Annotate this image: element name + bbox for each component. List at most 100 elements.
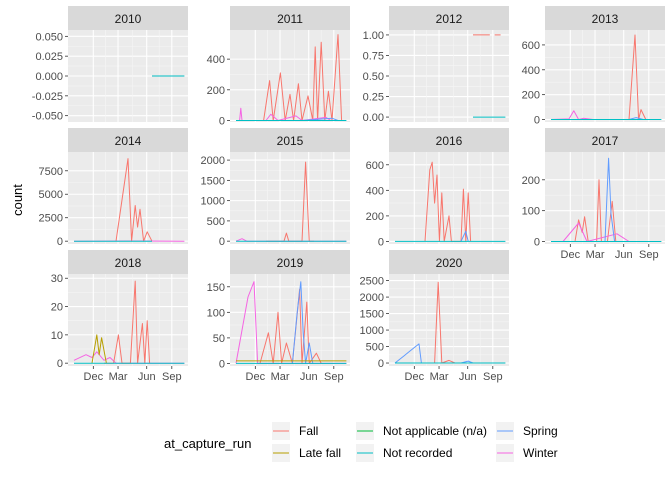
y-tick-label: 0.50 xyxy=(363,71,384,83)
facet-panel-2016: 2016 600 400 200 0 xyxy=(366,128,509,248)
x-tick-label: Mar xyxy=(586,249,605,261)
y-tick-label: 10 xyxy=(51,330,63,342)
legend-entry-label: Fall xyxy=(299,424,318,438)
legend-entry-label: Late fall xyxy=(299,446,341,460)
y-tick-label: 400 xyxy=(522,65,540,77)
y-tick-label: 2000 xyxy=(201,155,225,167)
y-tick-label: 200 xyxy=(522,90,540,102)
facet-strip xyxy=(389,6,509,30)
y-tick-label: 0 xyxy=(219,115,225,127)
panel-background xyxy=(545,152,665,244)
x-tick-label: Sep xyxy=(162,371,182,383)
legend-title: at_capture_run xyxy=(164,436,251,451)
series-line-late-fall xyxy=(91,334,107,364)
facet-strip xyxy=(230,128,350,152)
y-tick-label: 1500 xyxy=(201,175,225,187)
x-tick-label: Sep xyxy=(483,371,503,383)
facet-strip xyxy=(230,6,350,30)
panel-background xyxy=(230,152,350,244)
series-line-fall xyxy=(263,34,346,121)
y-tick-label: 150 xyxy=(207,282,225,294)
facet-panel-2011: 2011 400 200 0 xyxy=(207,6,350,127)
x-tick-label: Jun xyxy=(615,249,633,261)
panel-background xyxy=(545,30,665,122)
y-tick-label: 0.000 xyxy=(35,71,63,83)
legend-entry-label: Spring xyxy=(523,424,558,438)
y-tick-label: 0.025 xyxy=(35,51,63,63)
y-tick-label: 400 xyxy=(366,185,384,197)
y-tick-label: 500 xyxy=(207,216,225,228)
y-tick-label: 30 xyxy=(51,273,63,285)
y-tick-label: 0 xyxy=(57,358,63,370)
y-tick-label: 7500 xyxy=(39,166,63,178)
facet-panel-2020: 2020 2500 2000 1500 1000 500 0 Dec Mar Jun Sep xyxy=(360,250,509,383)
panel-background xyxy=(230,274,350,366)
legend-entry-label: Not recorded xyxy=(383,446,452,460)
facet-strip-label: 2014 xyxy=(115,134,142,148)
series-line-spring xyxy=(628,117,644,120)
y-tick-label: 0.25 xyxy=(363,92,384,104)
y-tick-label: 0.050 xyxy=(35,31,63,43)
panel-background xyxy=(389,152,509,244)
facet-panel-2014: 2014 7500 5000 2500 0 xyxy=(39,128,188,248)
x-tick-label: Dec xyxy=(246,371,266,383)
legend-entry-label: Winter xyxy=(523,446,558,460)
facet-strip xyxy=(68,128,188,152)
series-line-spring xyxy=(460,230,469,242)
y-tick-label: 0 xyxy=(219,358,225,370)
y-tick-label: 50 xyxy=(213,333,225,345)
facet-panel-2013: 2013 600 400 200 0 xyxy=(522,6,665,127)
y-tick-label: 100 xyxy=(207,307,225,319)
y-tick-label: 0 xyxy=(219,236,225,248)
y-tick-label: -0.025 xyxy=(32,91,63,103)
x-tick-label: Dec xyxy=(84,371,104,383)
series-line-spring xyxy=(394,343,474,364)
y-tick-label: 500 xyxy=(366,342,384,354)
facet-strip xyxy=(389,128,509,152)
facet-panel-2010: 2010 0.050 0.025 0.000 -0.025 -0.050 xyxy=(32,6,188,123)
x-tick-label: Sep xyxy=(639,249,659,261)
panel-background xyxy=(230,30,350,122)
y-tick-label: 20 xyxy=(51,302,63,314)
facet-panel-2018: 2018 30 20 10 0 Dec Mar Jun Sep xyxy=(51,250,188,383)
series-line-spring xyxy=(604,157,616,242)
y-tick-label: 2000 xyxy=(360,292,384,304)
x-tick-label: Dec xyxy=(405,371,425,383)
y-tick-label: 0 xyxy=(378,236,384,248)
x-tick-label: Jun xyxy=(300,371,318,383)
y-tick-label: 1500 xyxy=(360,309,384,321)
series-line-spring xyxy=(301,117,339,121)
facet-panel-2017: 2017 200 100 0 Dec Mar Jun Sep xyxy=(522,128,665,261)
y-tick-label: 2500 xyxy=(360,276,384,288)
facet-strip-label: 2019 xyxy=(277,256,304,270)
y-tick-label: 600 xyxy=(522,40,540,52)
facet-panel-2012: 2012 1.00 0.75 0.50 0.25 0.00 xyxy=(363,6,509,124)
facet-strip-label: 2012 xyxy=(436,12,463,26)
facet-strip-label: 2017 xyxy=(592,134,619,148)
y-tick-label: 200 xyxy=(207,85,225,97)
y-tick-label: 200 xyxy=(522,175,540,187)
y-tick-label: -0.050 xyxy=(32,111,63,123)
x-tick-label: Jun xyxy=(459,371,477,383)
facet-strip xyxy=(389,250,509,274)
y-tick-label: 0 xyxy=(534,237,540,249)
y-tick-label: 100 xyxy=(522,206,540,218)
x-tick-label: Mar xyxy=(109,371,128,383)
y-tick-label: 400 xyxy=(207,54,225,66)
y-tick-label: 600 xyxy=(366,160,384,172)
x-tick-label: Mar xyxy=(430,371,449,383)
facet-strip xyxy=(545,128,665,152)
series-line-fall xyxy=(104,280,151,364)
facet-panel-2019: 2019 150 100 50 0 Dec Mar Jun Sep xyxy=(207,250,350,383)
panel-background xyxy=(389,274,509,366)
y-tick-label: 0.75 xyxy=(363,50,384,62)
x-tick-label: Mar xyxy=(271,371,290,383)
facet-panel-2015: 2015 2000 1500 1000 500 0 xyxy=(201,128,350,248)
y-tick-label: 2500 xyxy=(39,213,63,225)
y-tick-label: 0 xyxy=(534,115,540,127)
facet-strip xyxy=(68,6,188,30)
facet-strip xyxy=(68,250,188,274)
facet-strip-label: 2011 xyxy=(277,12,303,26)
x-tick-label: Dec xyxy=(561,249,581,261)
